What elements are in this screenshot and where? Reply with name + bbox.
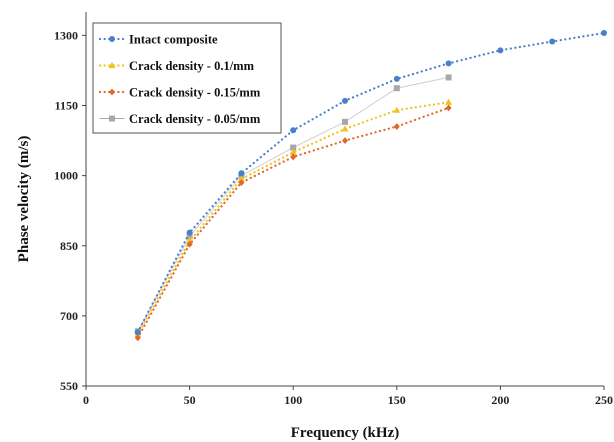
data-point bbox=[497, 47, 504, 54]
axes: 0 50 100 150 200 250 550 700 850 1000 1150 1300 bbox=[54, 12, 613, 407]
data-point bbox=[238, 179, 245, 187]
x-tick-label: 50 bbox=[184, 393, 196, 407]
legend-item-4: Crack density - 0.05/mm bbox=[99, 112, 261, 126]
data-point bbox=[238, 175, 245, 182]
data-point bbox=[290, 153, 297, 161]
data-point bbox=[445, 104, 452, 112]
data-point bbox=[341, 125, 349, 132]
x-tick-label: 0 bbox=[83, 393, 89, 407]
legend-box bbox=[92, 22, 282, 134]
data-point bbox=[342, 97, 348, 104]
series-line bbox=[136, 106, 450, 339]
legend-marker bbox=[109, 115, 115, 122]
data-point bbox=[549, 38, 556, 45]
series-line bbox=[136, 101, 450, 336]
data-point bbox=[290, 144, 297, 151]
data-point bbox=[393, 85, 400, 92]
data-point bbox=[289, 148, 297, 155]
data-point bbox=[393, 106, 401, 113]
data-point bbox=[445, 60, 452, 67]
x-tick-label: 250 bbox=[595, 393, 613, 407]
y-axis-title: Phase velocity (m/s) bbox=[16, 136, 32, 263]
legend-marker bbox=[109, 88, 115, 96]
y-tick-label: 550 bbox=[60, 379, 78, 393]
data-point bbox=[134, 334, 141, 342]
data-point bbox=[342, 118, 348, 125]
series-2 bbox=[134, 98, 452, 338]
data-point bbox=[238, 170, 245, 177]
legend-item-3: Crack density - 0.15/mm bbox=[98, 86, 261, 100]
data-point bbox=[445, 98, 452, 105]
data-point bbox=[186, 229, 193, 236]
data-point bbox=[393, 123, 400, 130]
legend-marker bbox=[108, 61, 116, 69]
series-layer bbox=[134, 30, 607, 342]
legend-item-1: Intact composite bbox=[98, 33, 218, 47]
data-point bbox=[186, 233, 193, 240]
data-point bbox=[393, 75, 400, 82]
legend-label: Crack density - 0.1/mm bbox=[129, 59, 255, 73]
series-line bbox=[136, 31, 606, 334]
data-point bbox=[601, 30, 607, 37]
y-tick-label: 1000 bbox=[54, 169, 78, 183]
data-point bbox=[342, 137, 348, 144]
series-3 bbox=[134, 104, 452, 342]
x-tick-label: 100 bbox=[284, 393, 302, 407]
data-point bbox=[290, 127, 297, 134]
legend-marker bbox=[109, 36, 115, 42]
legend-item-2: Crack density - 0.1/mm bbox=[98, 59, 255, 73]
data-point bbox=[186, 240, 193, 248]
y-tick-label: 1300 bbox=[54, 28, 78, 42]
legend-label: Intact composite bbox=[129, 33, 218, 47]
y-tick-label: 700 bbox=[60, 309, 78, 323]
x-axis-title: Frequency (kHz) bbox=[291, 425, 399, 441]
legend: Intact composite Crack density - 0.1/mm Cr… bbox=[92, 22, 282, 134]
x-tick-label: 150 bbox=[388, 393, 406, 407]
y-tick-label: 1150 bbox=[55, 99, 78, 113]
series-1 bbox=[134, 30, 607, 336]
y-tick-label: 850 bbox=[60, 239, 78, 253]
x-tick-label: 200 bbox=[491, 393, 509, 407]
data-point bbox=[134, 329, 141, 336]
legend-label: Crack density - 0.15/mm bbox=[129, 86, 261, 100]
data-point bbox=[445, 74, 452, 81]
legend-label: Crack density - 0.05/mm bbox=[129, 112, 261, 126]
